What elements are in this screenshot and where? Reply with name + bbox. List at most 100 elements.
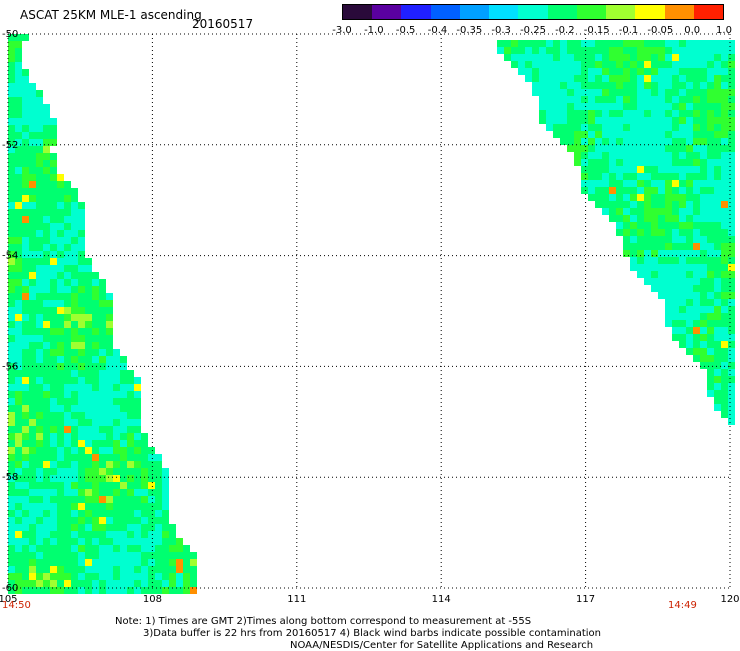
wind-cell xyxy=(148,524,155,531)
wind-cell xyxy=(78,258,85,265)
wind-cell xyxy=(637,117,644,124)
wind-cell xyxy=(64,405,71,412)
wind-cell xyxy=(8,426,15,433)
wind-cell xyxy=(148,482,155,489)
wind-cell xyxy=(71,545,78,552)
wind-cell xyxy=(162,580,169,587)
wind-cell xyxy=(120,566,127,573)
wind-cell xyxy=(721,166,728,173)
wind-cell xyxy=(525,61,532,68)
wind-cell xyxy=(141,538,148,545)
wind-cell xyxy=(707,194,714,201)
wind-cell xyxy=(637,208,644,215)
wind-cell xyxy=(29,202,36,209)
wind-cell xyxy=(609,82,616,89)
wind-cell xyxy=(672,194,679,201)
wind-cell xyxy=(36,545,43,552)
wind-cell xyxy=(141,468,148,475)
wind-cell xyxy=(679,173,686,180)
wind-cell xyxy=(679,194,686,201)
wind-cell xyxy=(637,257,644,264)
wind-cell xyxy=(92,300,99,307)
wind-cell xyxy=(57,293,64,300)
wind-cell xyxy=(71,244,78,251)
wind-cell xyxy=(672,180,679,187)
wind-cell xyxy=(644,89,651,96)
wind-cell xyxy=(92,356,99,363)
wind-cell xyxy=(141,517,148,524)
wind-cell xyxy=(8,587,15,594)
wind-cell xyxy=(106,307,113,314)
wind-cell xyxy=(99,468,106,475)
wind-cell xyxy=(637,173,644,180)
wind-cell xyxy=(36,517,43,524)
wind-cell xyxy=(686,110,693,117)
wind-cell xyxy=(8,181,15,188)
wind-cell xyxy=(64,370,71,377)
wind-cell xyxy=(78,545,85,552)
wind-cell xyxy=(721,376,728,383)
wind-cell xyxy=(707,278,714,285)
wind-cell xyxy=(693,61,700,68)
wind-cell xyxy=(700,271,707,278)
wind-cell xyxy=(22,258,29,265)
wind-cell xyxy=(120,440,127,447)
wind-cell xyxy=(71,377,78,384)
wind-cell xyxy=(8,384,15,391)
wind-cell xyxy=(22,363,29,370)
wind-cell xyxy=(707,341,714,348)
wind-cell xyxy=(609,54,616,61)
wind-cell xyxy=(574,110,581,117)
wind-cell xyxy=(497,40,504,47)
wind-cell xyxy=(22,461,29,468)
wind-cell xyxy=(714,327,721,334)
wind-cell xyxy=(57,202,64,209)
wind-cell xyxy=(50,468,57,475)
wind-cell xyxy=(707,376,714,383)
wind-cell xyxy=(728,75,735,82)
wind-cell xyxy=(658,152,665,159)
wind-cell xyxy=(78,531,85,538)
wind-cell xyxy=(50,321,57,328)
wind-cell xyxy=(679,117,686,124)
wind-cell xyxy=(728,222,735,229)
wind-cell xyxy=(8,83,15,90)
wind-cell xyxy=(29,230,36,237)
wind-cell xyxy=(78,517,85,524)
wind-cell xyxy=(22,426,29,433)
wind-cell xyxy=(176,559,183,566)
wind-cell xyxy=(686,75,693,82)
wind-cell xyxy=(29,90,36,97)
wind-cell xyxy=(8,237,15,244)
wind-cell xyxy=(651,194,658,201)
wind-cell xyxy=(588,61,595,68)
wind-cell xyxy=(616,89,623,96)
wind-cell xyxy=(658,138,665,145)
wind-cell xyxy=(651,61,658,68)
wind-cell xyxy=(616,96,623,103)
wind-cell xyxy=(567,54,574,61)
wind-cell xyxy=(92,384,99,391)
wind-cell xyxy=(721,250,728,257)
wind-cell xyxy=(679,299,686,306)
wind-cell xyxy=(36,97,43,104)
wind-cell xyxy=(43,510,50,517)
wind-cell xyxy=(700,355,707,362)
wind-cell xyxy=(686,306,693,313)
wind-cell xyxy=(721,138,728,145)
wind-cell xyxy=(120,468,127,475)
wind-cell xyxy=(36,188,43,195)
wind-cell xyxy=(134,573,141,580)
wind-cell xyxy=(651,89,658,96)
wind-cell xyxy=(707,201,714,208)
wind-cell xyxy=(78,384,85,391)
wind-cell xyxy=(609,96,616,103)
wind-cell xyxy=(679,264,686,271)
wind-cell xyxy=(50,139,57,146)
wind-cell xyxy=(714,82,721,89)
wind-cell xyxy=(721,292,728,299)
wind-cell xyxy=(57,356,64,363)
wind-cell xyxy=(602,166,609,173)
wind-cell xyxy=(707,313,714,320)
wind-cell xyxy=(588,40,595,47)
